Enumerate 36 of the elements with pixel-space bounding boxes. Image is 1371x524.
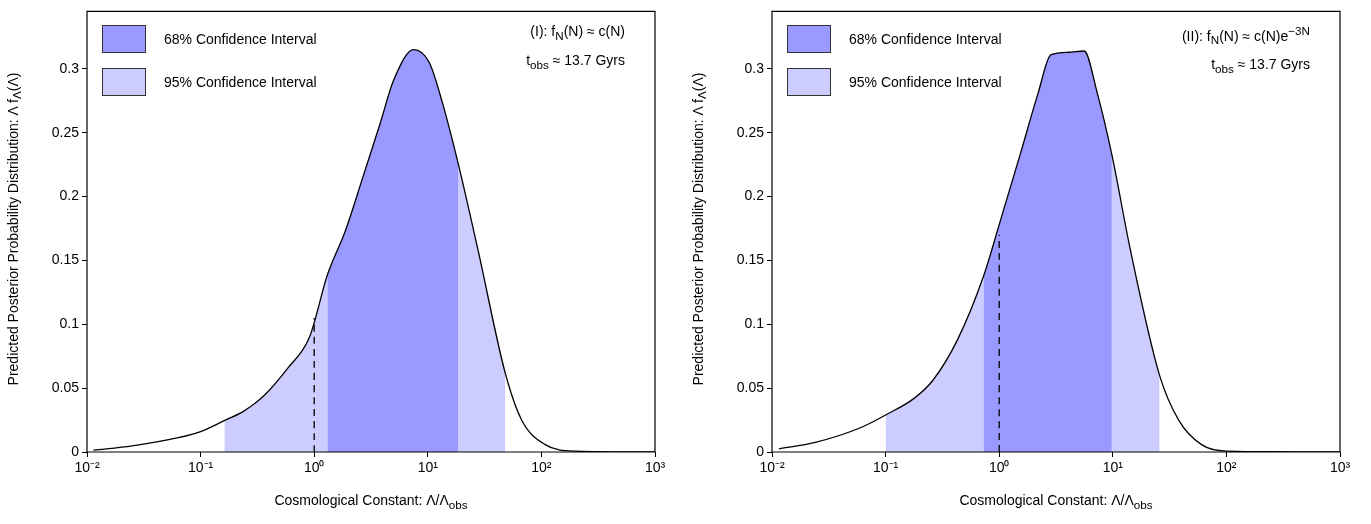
legend-label: 95% Confidence Interval <box>164 73 317 90</box>
legend-label: 95% Confidence Interval <box>849 73 1002 90</box>
y-tick-label: 0.15 <box>736 251 765 268</box>
y-tick-label: 0.2 <box>59 187 80 204</box>
annotation: t$_{obs}$ ≈ 13.7 Gyrs <box>526 50 625 73</box>
x-tick-label: 10⁰ <box>303 459 325 476</box>
y-tick-label: 0.25 <box>51 123 80 140</box>
annotation: (I): f$_{N}$(N) ≈ c(N) <box>529 22 625 44</box>
y-tick-label: 0.25 <box>736 123 765 140</box>
x-tick-label: 10² <box>1216 459 1237 476</box>
x-tick-label: 10³ <box>1329 459 1351 476</box>
y-tick-label: 0.3 <box>744 59 765 76</box>
x-tick-label: 10⁰ <box>988 459 1010 476</box>
x-tick-label: 10⁻² <box>759 459 785 476</box>
y-tick-label: 0.05 <box>51 379 80 395</box>
x-tick-label: 10⁻² <box>74 459 100 476</box>
x-tick-label: 10⁻¹ <box>872 459 899 476</box>
y-tick-label: 0.3 <box>59 59 80 76</box>
y-tick-label: 0.05 <box>736 379 765 395</box>
legend-label: 68% Confidence Interval <box>849 30 1002 47</box>
y-tick-label: 0 <box>756 442 765 459</box>
y-tick-label: 0.2 <box>744 187 765 204</box>
annotation: t$_{obs}$ ≈ 13.7 Gyrs <box>1210 55 1310 78</box>
legend-label: 68% Confidence Interval <box>164 30 317 47</box>
x-axis-title: Cosmological Constant: Λ/Λ$_{obs}$ <box>959 492 1153 511</box>
annotation: (II): f$_{N}$(N) ≈ c(N)e$^{−3N}$ <box>1181 23 1310 49</box>
x-tick-label: 10² <box>531 459 552 476</box>
y-tick-label: 0.1 <box>744 315 765 332</box>
y-tick-label: 0 <box>71 442 80 459</box>
x-tick-label: 10¹ <box>1102 459 1124 476</box>
x-tick-label: 10³ <box>644 459 666 476</box>
y-tick-label: 0.15 <box>51 251 80 268</box>
x-tick-label: 10⁻¹ <box>187 459 214 476</box>
x-tick-label: 10¹ <box>417 459 439 476</box>
y-tick-label: 0.1 <box>59 315 80 332</box>
x-axis-title: Cosmological Constant: Λ/Λ$_{obs}$ <box>274 492 468 511</box>
